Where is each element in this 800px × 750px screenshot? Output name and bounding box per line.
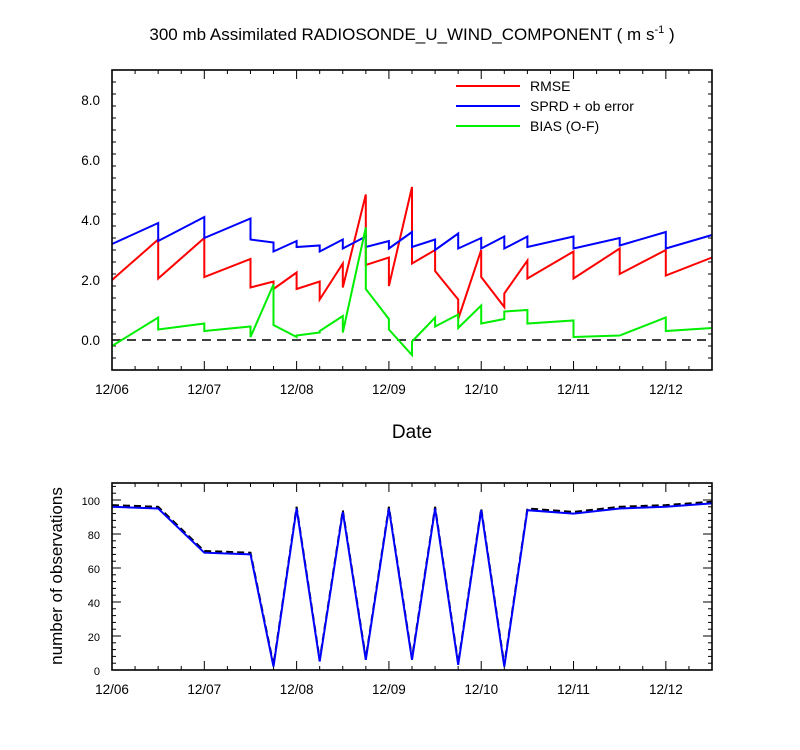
x-tick-label: 12/10 <box>464 682 498 697</box>
y-tick-label: 8.0 <box>81 93 100 108</box>
x-tick-label: 12/06 <box>95 682 129 697</box>
y-tick-label: 20 <box>88 632 100 644</box>
x-tick-label: 12/08 <box>280 382 314 397</box>
bottom-chart-ticks <box>111 483 713 671</box>
y-tick-label: 4.0 <box>81 213 100 228</box>
x-tick-label: 12/09 <box>372 682 406 697</box>
y-tick-label: 60 <box>88 564 100 576</box>
y-tick-label: 6.0 <box>81 153 100 168</box>
top-y-tick-labels: 0.0 2.0 4.0 6.0 8.0 <box>81 93 100 348</box>
x-tick-label: 12/06 <box>95 382 129 397</box>
x-tick-label: 12/07 <box>187 382 221 397</box>
x-axis-label: Date <box>392 422 432 443</box>
bottom-chart-series <box>111 500 713 667</box>
y-tick-label: 80 <box>88 530 100 542</box>
y-tick-label: 2.0 <box>81 273 100 288</box>
x-tick-label: 12/08 <box>280 682 314 697</box>
bottom-y-tick-labels: 0 20 40 60 80 100 <box>82 496 100 678</box>
series-line-possible-observations <box>111 500 713 666</box>
title-superscript: -1 <box>654 24 664 36</box>
legend: RMSE SPRD + ob error BIAS (O-F) <box>456 78 634 134</box>
x-tick-label: 12/07 <box>187 682 221 697</box>
bottom-chart-frame <box>111 482 713 671</box>
top-chart-series <box>111 186 713 358</box>
top-chart: 300 mb Assimilated RADIOSONDE_U_WIND_COM… <box>81 24 713 443</box>
bottom-chart: 12/06 12/07 12/08 12/09 12/10 12/11 12/12 0 20 4… <box>47 482 713 697</box>
legend-label: BIAS (O-F) <box>530 118 599 134</box>
bottom-x-tick-labels: 12/06 12/07 12/08 12/09 12/10 12/11 12/12 <box>95 682 683 697</box>
chart-title: 300 mb Assimilated RADIOSONDE_U_WIND_COM… <box>149 24 674 44</box>
series-line-bias-o-f <box>111 227 713 358</box>
y-tick-label: 100 <box>82 496 100 508</box>
x-tick-label: 12/11 <box>557 682 590 697</box>
legend-label: RMSE <box>530 78 570 94</box>
top-chart-frame <box>111 69 713 371</box>
series-line-rmse <box>111 186 713 320</box>
y-tick-label: 40 <box>88 598 100 610</box>
x-tick-label: 12/12 <box>649 382 683 397</box>
series-line-assimilated-observations <box>111 502 713 667</box>
legend-label: SPRD + ob error <box>530 98 634 114</box>
series-line-sprd-ob-error <box>111 215 713 254</box>
x-tick-label: 12/09 <box>372 382 406 397</box>
y-tick-label: 0.0 <box>81 333 100 348</box>
x-tick-label: 12/11 <box>557 382 590 397</box>
top-x-tick-labels: 12/06 12/07 12/08 12/09 12/10 12/11 12/12 <box>95 382 683 397</box>
x-tick-label: 12/12 <box>649 682 683 697</box>
y-tick-label: 0 <box>94 666 100 678</box>
x-tick-label: 12/10 <box>464 382 498 397</box>
y-axis-label: number of observations <box>47 487 66 665</box>
